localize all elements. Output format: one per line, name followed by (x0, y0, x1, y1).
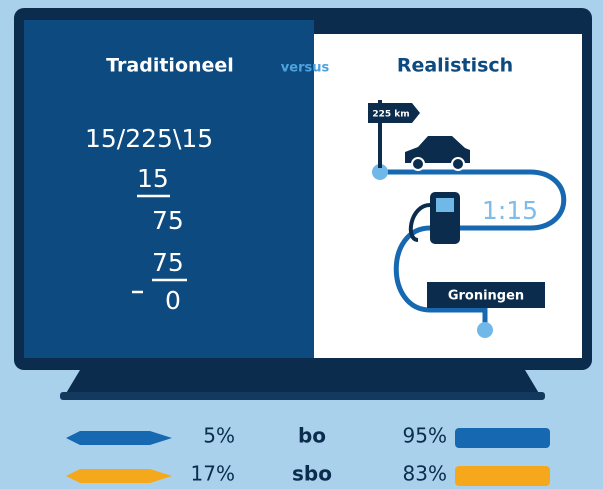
car-wheel (412, 158, 424, 170)
division-line: 75 (152, 206, 184, 235)
page: Traditioneel versus Realistisch 15/225\1… (0, 0, 603, 489)
realistic-share: 83% (403, 462, 447, 486)
school-type: bo (298, 424, 326, 448)
calculator-icon (455, 466, 550, 486)
traditional-share: 5% (203, 424, 235, 448)
fuel-pump-display (436, 198, 454, 212)
laptop-base-edge (60, 392, 545, 400)
car-wheel (452, 158, 464, 170)
versus: versus (281, 61, 330, 76)
pencil-icon (66, 431, 172, 445)
ratio: 1:15 (482, 196, 538, 225)
right-title: Realistisch (397, 55, 513, 77)
sign-text: 225 km (372, 110, 409, 120)
school-type: sbo (292, 462, 332, 486)
division-line: 75 (152, 248, 184, 277)
left-title: Traditioneel (106, 55, 234, 77)
traditional-share: 17% (191, 462, 235, 486)
calculator-icon (455, 428, 550, 448)
route-end (477, 322, 493, 338)
division-line: 15 (137, 164, 169, 193)
destination: Groningen (448, 289, 524, 304)
realistic-share: 95% (403, 424, 447, 448)
pencil-icon (66, 469, 172, 483)
division-line: 0 (165, 286, 181, 315)
infographic: Traditioneel versus Realistisch 15/225\1… (0, 0, 603, 489)
division-line: 15/225\15 (85, 124, 213, 153)
laptop-base (65, 370, 540, 395)
